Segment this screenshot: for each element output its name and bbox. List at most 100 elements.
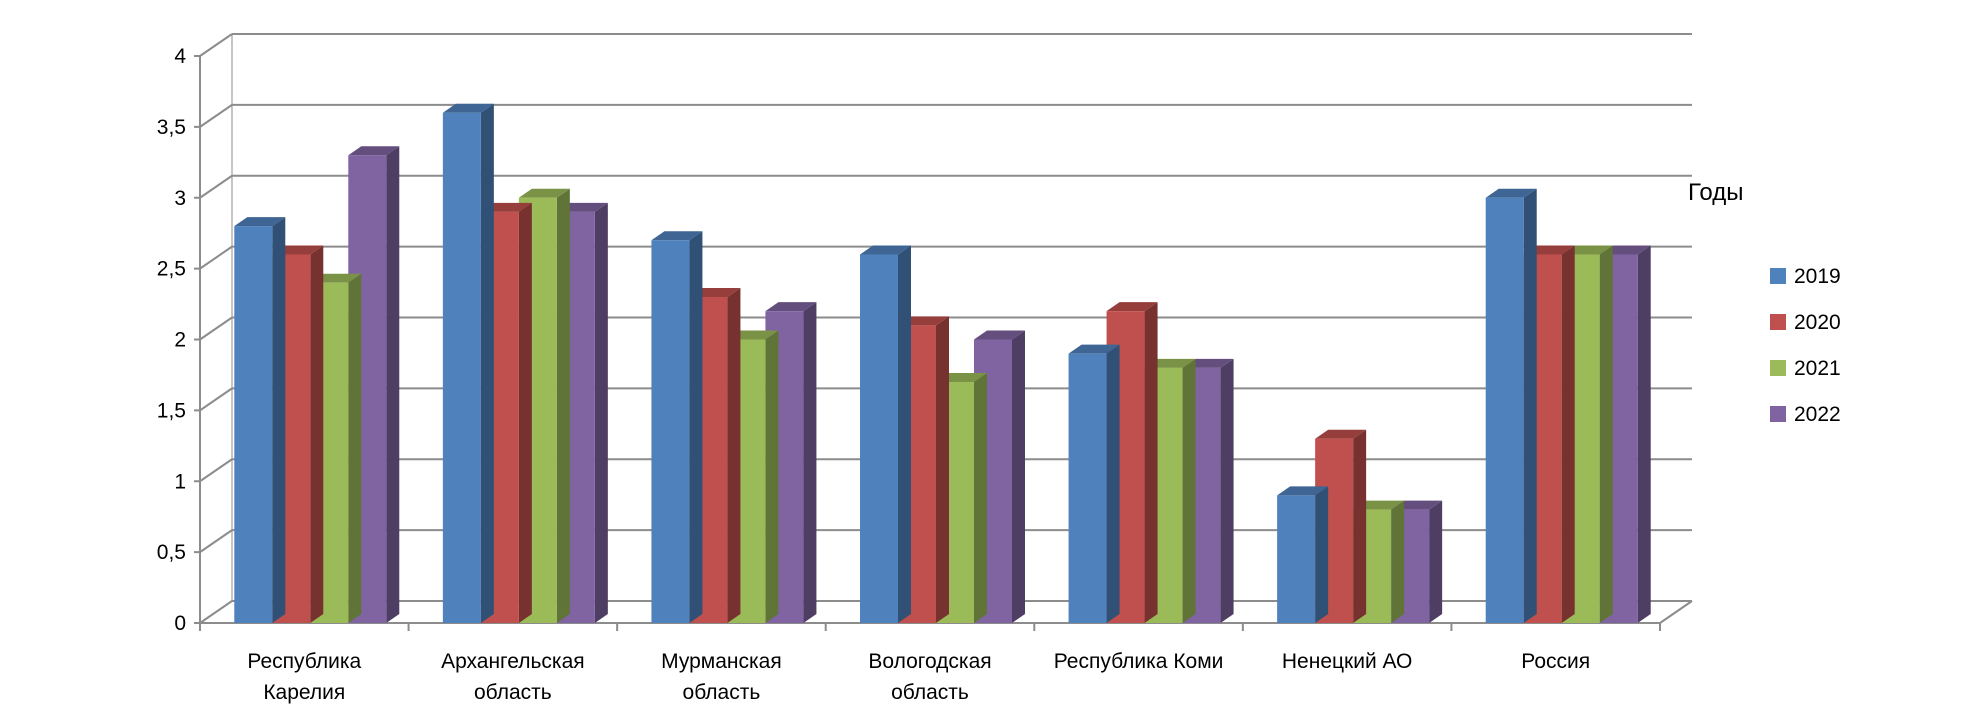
y-tick-label: 2,5: [157, 258, 186, 281]
y-tick-label: 1: [174, 470, 186, 493]
legend: 2019 2020 2021 2022: [1770, 265, 1841, 426]
bar-top: [234, 217, 286, 227]
legend-label: 2022: [1794, 403, 1841, 426]
legend-item: 2020: [1770, 311, 1841, 334]
bar-side: [1391, 500, 1405, 623]
bar[interactable]: [442, 103, 494, 623]
bar-top: [765, 302, 817, 312]
bar-side: [898, 245, 911, 623]
bar-top: [974, 330, 1025, 340]
bar-top: [651, 231, 703, 241]
bar-side: [803, 302, 817, 623]
bar-side: [1353, 429, 1367, 623]
bar-front: [442, 112, 481, 623]
bar-side: [1523, 188, 1537, 623]
bar-front: [1485, 197, 1524, 623]
gridline-slant: [199, 33, 233, 57]
gridline-slant: [199, 316, 233, 341]
bar-top: [1106, 302, 1158, 312]
x-category-label: Карелия: [263, 681, 345, 704]
bar-side: [689, 231, 703, 623]
bars: [234, 103, 1651, 624]
legend-item: 2022: [1770, 403, 1841, 426]
bar-top: [442, 103, 494, 113]
x-category-label: Республика: [247, 650, 361, 673]
bar-front: [234, 226, 273, 623]
bar-side: [348, 273, 362, 623]
annotation-label: Годы: [1688, 179, 1743, 206]
gridline-slant: [199, 458, 233, 483]
bar-side: [1599, 245, 1613, 623]
bar-side: [936, 316, 949, 623]
bar-side: [480, 103, 494, 623]
y-tick-label: 3: [174, 187, 186, 210]
gridline-slant: [199, 104, 233, 128]
x-category-label: Ненецкий АО: [1282, 650, 1413, 673]
gridline-slant: [199, 529, 233, 553]
bar-side: [386, 146, 400, 623]
legend-swatch: [1770, 314, 1786, 330]
y-tick-label: 4: [174, 45, 186, 68]
bar-side: [1561, 245, 1575, 623]
y-tick-label: 2: [174, 329, 186, 352]
x-category-label: Россия: [1521, 650, 1590, 673]
bar-side: [310, 245, 324, 623]
y-tick-label: 0,5: [157, 541, 186, 564]
bar[interactable]: [860, 245, 911, 623]
gridline-slant: [199, 245, 233, 270]
x-category-label: Архангельская: [441, 650, 585, 673]
bar-top: [1277, 486, 1329, 496]
bar-side: [1012, 330, 1025, 623]
legend-swatch: [1770, 360, 1786, 376]
bar-side: [1144, 302, 1158, 623]
x-category-label: область: [683, 681, 761, 704]
bar[interactable]: [1068, 344, 1120, 623]
legend-swatch: [1770, 268, 1786, 284]
bar-side: [594, 202, 608, 624]
y-tick-label: 0: [174, 612, 186, 635]
bar[interactable]: [1277, 486, 1329, 623]
bar-side: [272, 217, 286, 623]
bar-side: [974, 373, 987, 623]
gridline-slant: [199, 600, 233, 624]
bar-side: [765, 330, 779, 623]
bar-side: [1220, 358, 1234, 623]
bar-side: [1429, 500, 1443, 623]
x-category-label: Республика Коми: [1054, 650, 1224, 673]
legend-item: 2019: [1770, 265, 1841, 288]
gridline-slant: [199, 387, 233, 412]
legend-swatch: [1770, 406, 1786, 422]
bar-side: [727, 287, 741, 623]
bar-front: [651, 240, 690, 623]
floor-right-edge: [1659, 600, 1693, 624]
legend-item: 2021: [1770, 357, 1841, 380]
bar-top: [860, 245, 911, 255]
legend-label: 2019: [1794, 265, 1841, 288]
bar-front: [1068, 353, 1107, 623]
bar[interactable]: [1485, 188, 1537, 623]
bar-side: [556, 188, 570, 623]
bar[interactable]: [234, 217, 286, 623]
legend-label: 2021: [1794, 357, 1841, 380]
bar-front: [860, 254, 898, 623]
bar-top: [1315, 429, 1367, 439]
y-tick-label: 1,5: [157, 399, 186, 422]
bar-side: [1182, 358, 1196, 623]
bar-side: [1637, 245, 1651, 623]
bar-top: [1485, 188, 1537, 198]
y-tick-label: 3,5: [157, 116, 186, 139]
bar-side: [1106, 344, 1120, 623]
x-category-label: область: [891, 681, 969, 704]
bar-side: [1315, 486, 1329, 623]
bar-top: [1068, 344, 1120, 354]
x-category-label: Мурманская: [661, 650, 782, 673]
x-category-label: область: [474, 681, 552, 704]
x-category-label: Вологодская: [868, 650, 991, 673]
bar-side: [518, 202, 532, 624]
bar-top: [348, 146, 400, 156]
bar[interactable]: [651, 231, 703, 623]
bar-front: [1277, 495, 1316, 623]
bar-top: [518, 188, 570, 198]
legend-label: 2020: [1794, 311, 1841, 334]
